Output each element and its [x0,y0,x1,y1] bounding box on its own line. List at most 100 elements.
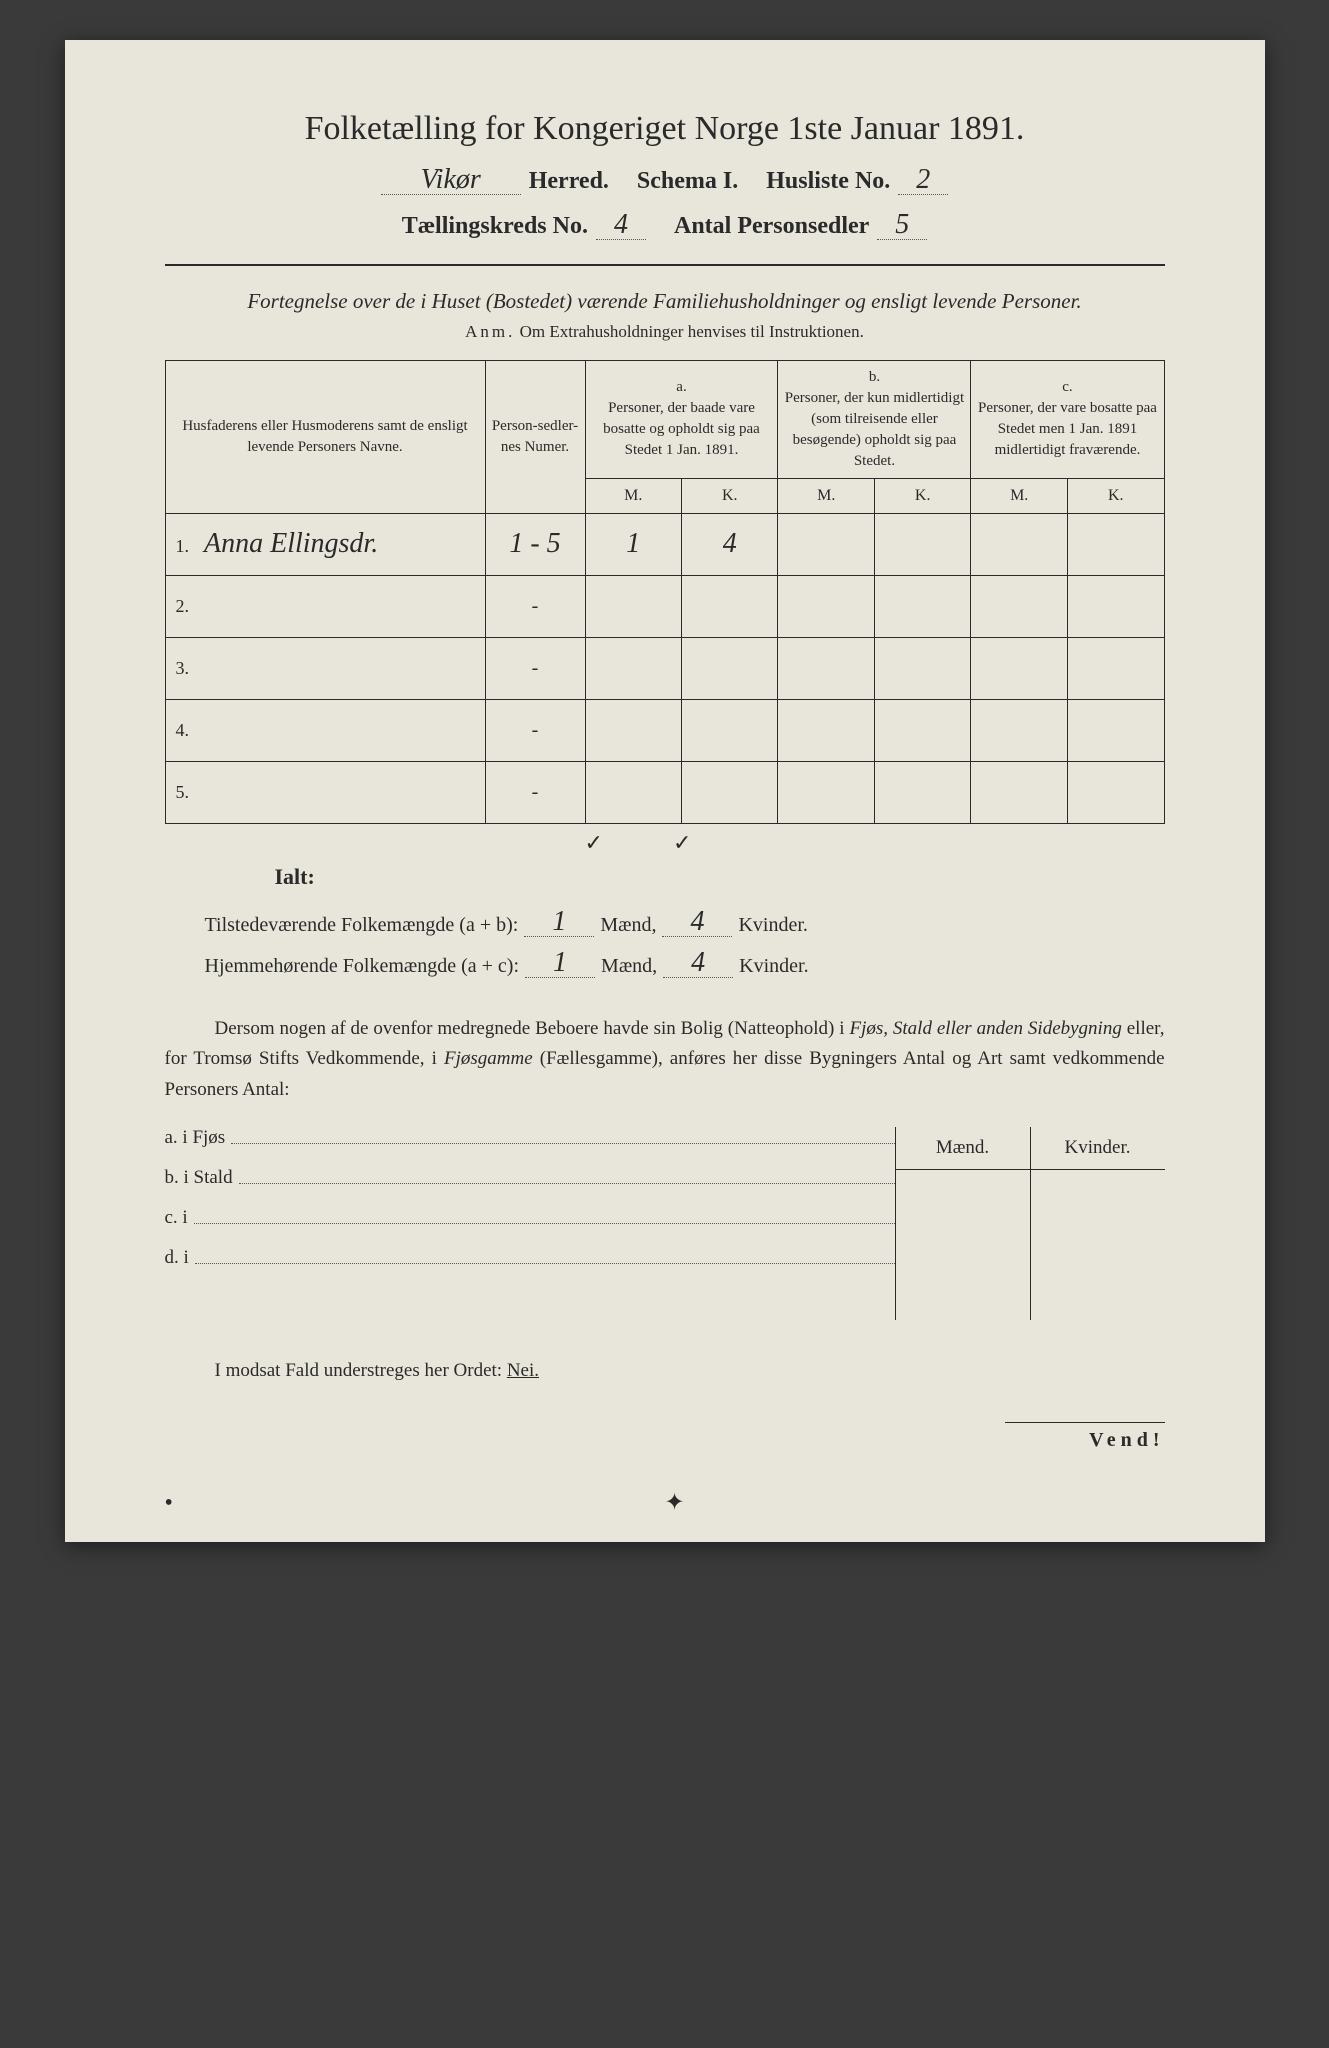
schema-label: Schema I. [637,168,738,195]
bldg-c-label: c. i [165,1207,194,1229]
cell-ak [682,637,778,699]
row-number: 1. [176,536,198,557]
header-line-1: Vikør Herred. Schema I. Husliste No. 2 [165,166,1165,195]
mk-body [896,1170,1165,1320]
ialt-label: Ialt: [275,864,1165,890]
dots [239,1183,895,1184]
cell-bk [874,575,970,637]
cell-name: 5. [165,761,485,823]
table-row: 1. Anna Ellingsdr.1 - 514 [165,513,1164,575]
bldg-a-label: a. i Fjøs [165,1127,232,1149]
check-2: ✓ [673,830,691,856]
check-marks: ✓ ✓ [585,830,1165,856]
row-number: 4. [176,720,198,741]
bldg-row-b: b. i Stald [165,1167,895,1189]
cell-ck [1067,761,1164,823]
mk-k-col [1031,1170,1165,1320]
footer-rule: Vend! [1005,1422,1165,1452]
cell-bk [874,761,970,823]
building-list: a. i Fjøs b. i Stald c. i d. i [165,1127,895,1320]
th-am: M. [585,478,681,513]
bldg-row-c: c. i [165,1207,895,1229]
dots [195,1263,895,1264]
cell-ak [682,575,778,637]
th-bm: M. [778,478,874,513]
husliste-label: Husliste No. [766,168,890,195]
cell-name: 4. [165,699,485,761]
mk-header: Mænd. Kvinder. [896,1127,1165,1170]
cell-bm [778,575,874,637]
cell-numer: - [485,761,585,823]
cell-numer: - [485,699,585,761]
cell-am [585,699,681,761]
cell-ak [682,761,778,823]
cell-am: 1 [585,513,681,575]
th-num: Person-sedler-nes Numer. [485,360,585,513]
mk-table: Mænd. Kvinder. [895,1127,1165,1320]
anm-text: Om Extrahusholdninger henvises til Instr… [520,322,864,341]
th-b-head: b. [782,367,966,388]
th-ck: K. [1067,478,1164,513]
modsat-text: I modsat Fald understreges her Ordet: [215,1360,503,1381]
th-b: b. Personer, der kun midlertidigt (som t… [778,360,971,478]
buildings-section: a. i Fjøs b. i Stald c. i d. i Mænd. Kvi… [165,1127,1165,1320]
summary-line-2: Hjemmehørende Folkemængde (a + c): 1 Mæn… [205,949,1165,978]
bldg-d-label: d. i [165,1247,195,1269]
summary1-k: 4 [662,908,732,937]
cell-cm [971,513,1067,575]
cell-am [585,761,681,823]
table-row: 2.- [165,575,1164,637]
th-c-head: c. [975,377,1159,398]
summary1-label: Tilstedeværende Folkemængde (a + b): [205,914,519,937]
table-row: 3. - [165,637,1164,699]
mk-m-col [896,1170,1031,1320]
th-c-text: Personer, der vare bosatte paa Stedet me… [975,398,1159,461]
table-row: 5. - [165,761,1164,823]
ink-mark: • [165,1490,173,1517]
th-name: Husfaderens eller Husmoderens samt de en… [165,360,485,513]
cell-ck [1067,513,1164,575]
cell-am [585,637,681,699]
cell-ck [1067,637,1164,699]
modsat-line: I modsat Fald understreges her Ordet: Ne… [215,1360,1165,1382]
cell-am [585,575,681,637]
cell-bm [778,513,874,575]
row-number: 3. [176,658,198,679]
form-title: Folketælling for Kongeriget Norge 1ste J… [165,110,1165,148]
row-number: 2. [176,596,198,617]
th-bk: K. [874,478,970,513]
cell-cm [971,761,1067,823]
summary2-label: Hjemmehørende Folkemængde (a + c): [205,955,520,978]
cell-bm [778,761,874,823]
vend-text: Vend! [1005,1429,1165,1452]
summary2-m: 1 [525,949,595,978]
row-number: 5. [176,782,198,803]
maend-label-2: Mænd, [601,955,657,978]
cell-ak [682,699,778,761]
mk-m-label: Mænd. [896,1127,1031,1169]
maend-label-1: Mænd, [600,914,656,937]
th-ak: K. [682,478,778,513]
kreds-label: Tællingskreds No. [402,213,588,240]
summary-line-1: Tilstedeværende Folkemængde (a + b): 1 M… [205,908,1165,937]
header-line-2: Tællingskreds No. 4 Antal Personsedler 5 [165,211,1165,240]
ink-mark: ✦ [665,1488,685,1517]
table-row: 4. - [165,699,1164,761]
th-cm: M. [971,478,1067,513]
th-b-text: Personer, der kun midlertidigt (som tilr… [782,388,966,472]
kreds-field: 4 [596,211,646,240]
cell-bk [874,637,970,699]
cell-numer: - [485,637,585,699]
cell-ck [1067,699,1164,761]
cell-ak: 4 [682,513,778,575]
person-name: Anna Ellingsdr. [198,528,379,559]
cell-name: 3. [165,637,485,699]
cell-cm [971,575,1067,637]
summary1-m: 1 [524,908,594,937]
cell-name: 2. [165,575,485,637]
summary2-k: 4 [663,949,733,978]
cell-name: 1. Anna Ellingsdr. [165,513,485,575]
cell-bk [874,513,970,575]
cell-bm [778,637,874,699]
antal-field: 5 [877,211,927,240]
